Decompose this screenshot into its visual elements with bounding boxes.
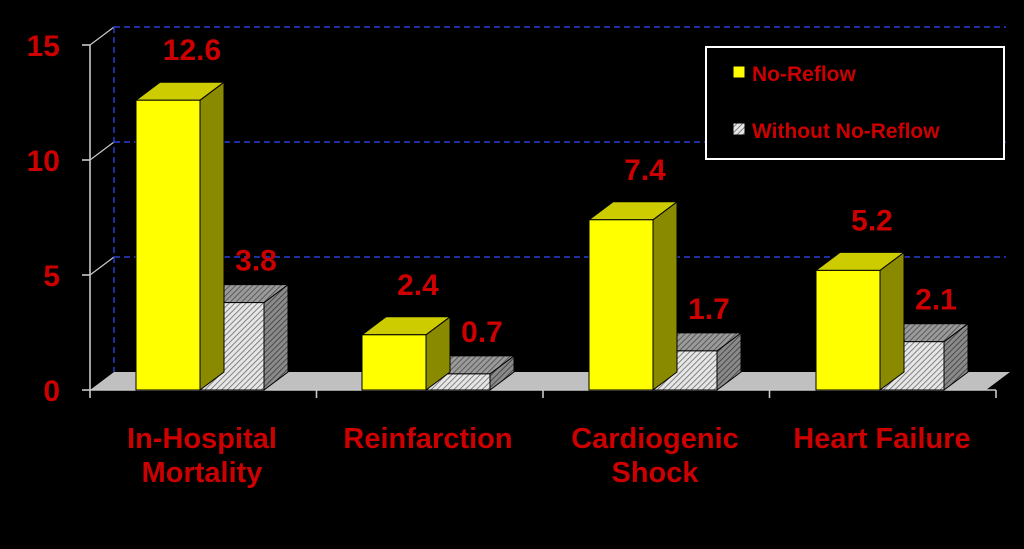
legend-swatch-without-no-reflow xyxy=(732,122,746,136)
y-tick-label: 0 xyxy=(43,375,60,408)
chart-floor xyxy=(90,372,1010,390)
data-label-no-reflow: 2.4 xyxy=(397,269,439,302)
data-label-without-no-reflow: 3.8 xyxy=(235,245,277,278)
data-label-without-no-reflow: 1.7 xyxy=(688,293,730,326)
bar-no-reflow xyxy=(814,251,906,391)
data-label-no-reflow: 12.6 xyxy=(163,34,221,67)
bar-no-reflow-front xyxy=(135,99,201,391)
bar-no-reflow xyxy=(134,81,226,391)
y-tick-label: 5 xyxy=(43,260,60,293)
x-category-label: In-Hospital Mortality xyxy=(127,423,277,489)
bar-no-reflow-front xyxy=(588,219,654,391)
bar-no-reflow-side xyxy=(652,200,678,391)
grid-depth-connector xyxy=(89,26,115,46)
data-label-without-no-reflow: 0.7 xyxy=(461,316,503,349)
y-tick-label: 15 xyxy=(27,30,60,63)
legend-label-no-reflow: No-Reflow xyxy=(752,63,856,86)
bar-no-reflow-front xyxy=(815,269,881,391)
y-tick-label: 10 xyxy=(27,145,60,178)
x-category-label: Reinfarction xyxy=(343,423,512,455)
bar-no-reflow-side xyxy=(879,251,905,391)
bar-no-reflow xyxy=(360,315,452,391)
legend-swatch-no-reflow xyxy=(732,65,746,79)
x-category-label: Heart Failure xyxy=(793,423,970,455)
x-category-label: Cardiogenic Shock xyxy=(571,423,739,489)
bar-no-reflow-front xyxy=(361,334,427,391)
data-label-no-reflow: 5.2 xyxy=(851,204,893,237)
legend-box xyxy=(705,46,1005,160)
grid-depth-connector xyxy=(89,141,115,161)
bar-no-reflow xyxy=(587,200,679,391)
data-label-no-reflow: 7.4 xyxy=(624,154,666,187)
data-label-without-no-reflow: 2.1 xyxy=(915,284,957,317)
grid-depth-connector xyxy=(89,256,115,276)
bar-no-reflow-side xyxy=(199,81,225,391)
legend-label-without-no-reflow: Without No-Reflow xyxy=(752,120,940,143)
